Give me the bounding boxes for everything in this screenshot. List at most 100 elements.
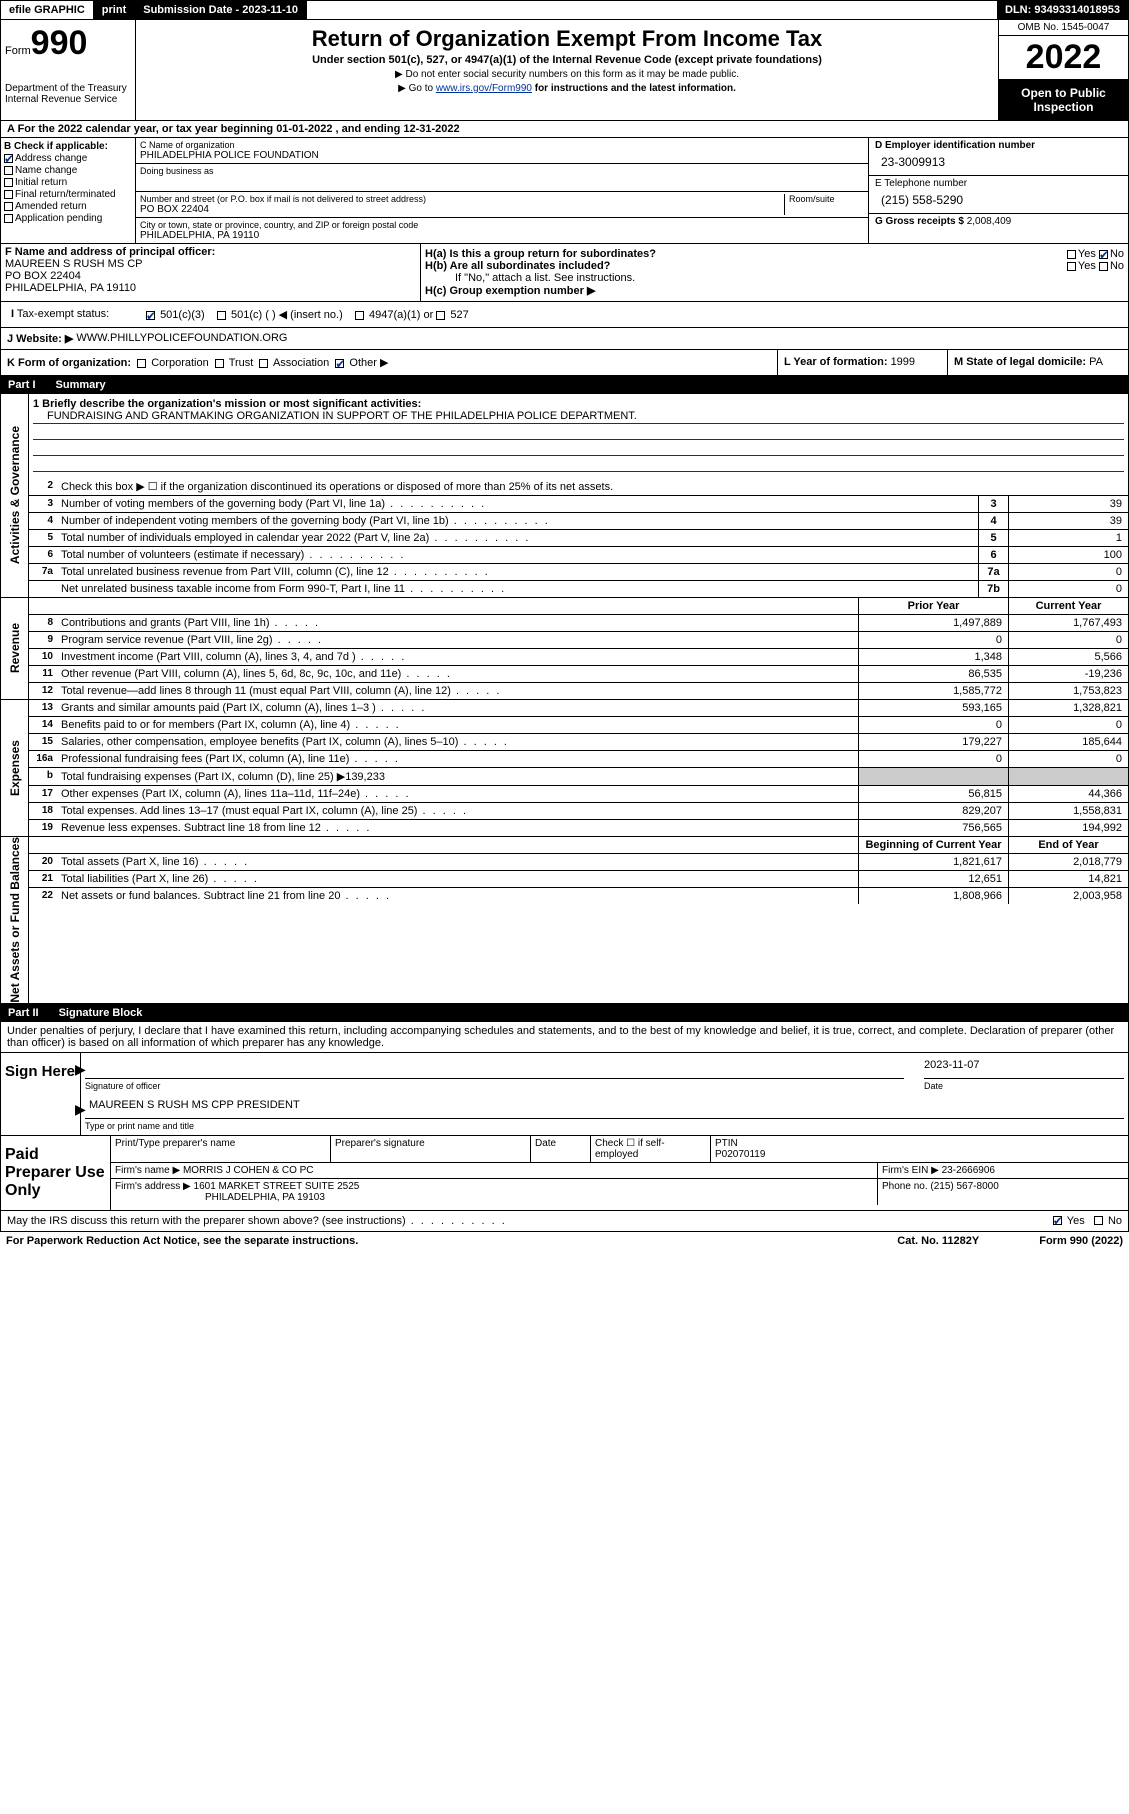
form-header: Form990 Department of the Treasury Inter… — [0, 20, 1129, 121]
org-name-label: C Name of organization — [140, 140, 864, 150]
ssn-warning: ▶ Do not enter social security numbers o… — [140, 69, 994, 80]
cb-trust[interactable] — [215, 359, 224, 368]
net-header: Beginning of Current Year End of Year — [29, 837, 1128, 854]
cb-amended[interactable]: Amended return — [4, 201, 132, 212]
line-11: 11 Other revenue (Part VIII, column (A),… — [29, 666, 1128, 683]
footer: For Paperwork Reduction Act Notice, see … — [0, 1232, 1129, 1250]
ptin: P02070119 — [715, 1149, 765, 1160]
instructions-link-line: ▶ Go to www.irs.gov/Form990 for instruct… — [140, 83, 994, 94]
pra-notice: For Paperwork Reduction Act Notice, see … — [6, 1235, 358, 1247]
irs-link[interactable]: www.irs.gov/Form990 — [436, 83, 532, 94]
name-title-label: Type or print name and title — [85, 1121, 1124, 1131]
dba-label: Doing business as — [140, 166, 864, 176]
cb-corp[interactable] — [137, 359, 146, 368]
prep-date-label: Date — [531, 1136, 591, 1162]
line-13: 13 Grants and similar amounts paid (Part… — [29, 700, 1128, 717]
cb-name[interactable]: Name change — [4, 165, 132, 176]
line-20: 20 Total assets (Part X, line 16) 1,821,… — [29, 854, 1128, 871]
room-label: Room/suite — [789, 194, 864, 204]
line-7b: Net unrelated business taxable income fr… — [29, 581, 1128, 597]
cb-527[interactable] — [436, 311, 445, 320]
entity-block: B Check if applicable: Address change Na… — [0, 138, 1129, 244]
netassets-section: Net Assets or Fund Balances Beginning of… — [0, 837, 1129, 1004]
line-9: 9 Program service revenue (Part VIII, li… — [29, 632, 1128, 649]
tax-year: 2022 — [999, 36, 1128, 80]
line-22: 22 Net assets or fund balances. Subtract… — [29, 888, 1128, 904]
h-c: H(c) Group exemption number ▶ — [425, 284, 1124, 297]
row-f-h: F Name and address of principal officer:… — [0, 244, 1129, 302]
form-title: Return of Organization Exempt From Incom… — [140, 26, 994, 52]
cb-discuss-yes[interactable] — [1053, 1216, 1062, 1225]
sidebar-expenses: Expenses — [8, 740, 22, 796]
street: PO BOX 22404 — [140, 204, 784, 215]
line-15: 15 Salaries, other compensation, employe… — [29, 734, 1128, 751]
sig-officer-label: Signature of officer — [85, 1081, 904, 1091]
officer-printed: MAUREEN S RUSH MS CPP PRESIDENT — [85, 1099, 300, 1111]
date-label: Date — [924, 1081, 1124, 1091]
mission-text: FUNDRAISING AND GRANTMAKING ORGANIZATION… — [47, 410, 637, 422]
revenue-section: Revenue Prior Year Current Year 8 Contri… — [0, 598, 1129, 700]
cb-501c3[interactable] — [146, 311, 155, 320]
cb-initial[interactable]: Initial return — [4, 177, 132, 188]
arrow-icon: ▶ — [75, 1101, 86, 1118]
rev-header: Prior Year Current Year — [29, 598, 1128, 615]
officer-addr1: PO BOX 22404 — [5, 270, 81, 282]
firm-addr2: PHILADELPHIA, PA 19103 — [115, 1192, 325, 1203]
officer-name: MAUREEN S RUSH MS CP — [5, 258, 143, 270]
cb-final[interactable]: Final return/terminated — [4, 189, 132, 200]
cb-4947[interactable] — [355, 311, 364, 320]
phone: (215) 558-5290 — [875, 189, 1122, 211]
phone-label: E Telephone number — [875, 178, 967, 189]
line-21: 21 Total liabilities (Part X, line 26) 1… — [29, 871, 1128, 888]
cb-address[interactable]: Address change — [4, 153, 132, 164]
submission-date: Submission Date - 2023-11-10 — [135, 1, 307, 19]
firm-phone: (215) 567-8000 — [930, 1181, 998, 1192]
line-16a: 16a Professional fundraising fees (Part … — [29, 751, 1128, 768]
city-label: City or town, state or province, country… — [140, 220, 864, 230]
part2-header: Part II Signature Block — [0, 1004, 1129, 1022]
cb-app-pending[interactable]: Application pending — [4, 213, 132, 224]
section-a-taxyear: A For the 2022 calendar year, or tax yea… — [0, 121, 1129, 138]
line-5: 5 Total number of individuals employed i… — [29, 530, 1128, 547]
cb-assoc[interactable] — [259, 359, 268, 368]
governance-section: Activities & Governance 1 Briefly descri… — [0, 394, 1129, 598]
state-domicile: PA — [1089, 356, 1103, 368]
cat-no: Cat. No. 11282Y — [897, 1235, 979, 1247]
form-ref: Form 990 (2022) — [1039, 1235, 1123, 1247]
arrow-icon: ▶ — [75, 1061, 86, 1078]
paid-preparer-block: Paid Preparer Use Only Print/Type prepar… — [0, 1136, 1129, 1211]
firm-ein: 23-2666906 — [942, 1165, 995, 1176]
form-subtitle: Under section 501(c), 527, or 4947(a)(1)… — [140, 54, 994, 66]
h-b2: If "No," attach a list. See instructions… — [425, 272, 1124, 284]
ein-label: D Employer identification number — [875, 140, 1035, 151]
line-6: 6 Total number of volunteers (estimate i… — [29, 547, 1128, 564]
print-button[interactable]: print — [94, 1, 135, 19]
row-klm: K Form of organization: Corporation Trus… — [0, 350, 1129, 376]
sidebar-netassets: Net Assets or Fund Balances — [8, 837, 22, 1003]
sign-here-block: Sign Here ▶ Signature of officer 2023-11… — [0, 1053, 1129, 1136]
efile-label: efile GRAPHIC — [1, 1, 94, 19]
line-18: 18 Total expenses. Add lines 13–17 (must… — [29, 803, 1128, 820]
paid-preparer-label: Paid Preparer Use Only — [1, 1136, 111, 1210]
part1-header: Part I Summary — [0, 376, 1129, 394]
website: WWW.PHILLYPOLICEFOUNDATION.ORG — [76, 332, 287, 345]
cb-discuss-no[interactable] — [1094, 1216, 1103, 1225]
irs-label: Internal Revenue Service — [5, 94, 131, 105]
line-2: Check this box ▶ ☐ if the organization d… — [57, 478, 1128, 495]
box-b: B Check if applicable: Address change Na… — [1, 138, 136, 243]
line-10: 10 Investment income (Part VIII, column … — [29, 649, 1128, 666]
cb-other[interactable] — [335, 359, 344, 368]
line-8: 8 Contributions and grants (Part VIII, l… — [29, 615, 1128, 632]
officer-addr2: PHILADELPHIA, PA 19110 — [5, 282, 136, 294]
sidebar-revenue: Revenue — [8, 623, 22, 673]
box-d-e-g: D Employer identification number 23-3009… — [868, 138, 1128, 243]
sig-date: 2023-11-07 — [924, 1059, 979, 1071]
sidebar-governance: Activities & Governance — [8, 426, 22, 564]
ein: 23-3009913 — [875, 151, 1122, 173]
prep-sig-label: Preparer's signature — [331, 1136, 531, 1162]
line-7a: 7a Total unrelated business revenue from… — [29, 564, 1128, 581]
line-4: 4 Number of independent voting members o… — [29, 513, 1128, 530]
dln: DLN: 93493314018953 — [997, 1, 1128, 19]
line-12: 12 Total revenue—add lines 8 through 11 … — [29, 683, 1128, 699]
cb-501c[interactable] — [217, 311, 226, 320]
